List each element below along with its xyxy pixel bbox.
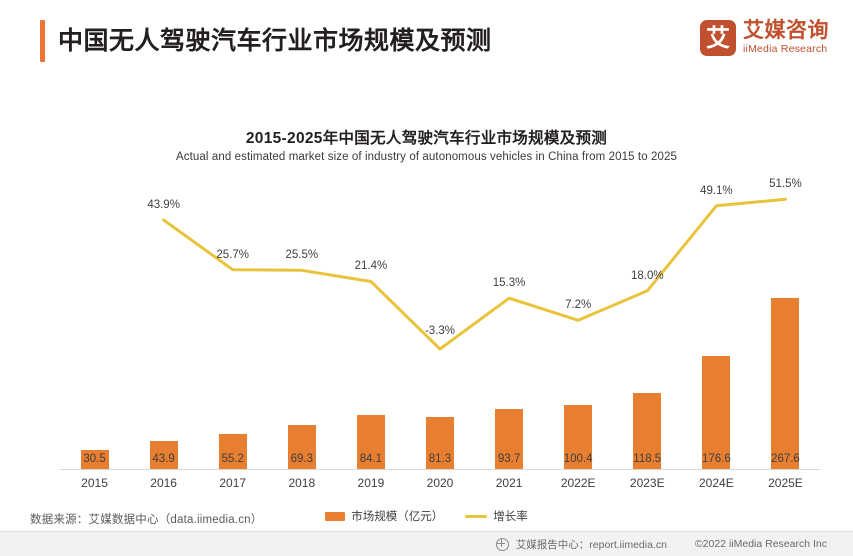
logo-name-en: iiMedia Research [743, 43, 828, 56]
bar[interactable] [633, 393, 662, 469]
growth-rate-polyline [162, 197, 787, 351]
x-axis-label: 2019 [357, 476, 385, 490]
growth-rate-label: 49.1% [700, 184, 733, 197]
bar[interactable] [356, 415, 385, 469]
x-axis-label: 2017 [219, 476, 247, 490]
x-axis-label: 2024E [699, 476, 734, 490]
legend-item-growth-rate[interactable]: 增长率 [465, 508, 528, 524]
growth-rate-label: 51.5% [769, 178, 802, 191]
growth-rate-label: -3.3% [424, 325, 456, 337]
bar-value-label: 81.3 [428, 453, 452, 465]
bar-value-label: 176.6 [701, 453, 731, 465]
x-axis-line [60, 469, 820, 470]
x-axis-label: 2025E [768, 476, 803, 490]
growth-rate-label: 18.0% [630, 269, 664, 282]
bar-column: 176.6 [682, 180, 751, 470]
footer-copyright: ©2022 iiMedia Research Inc [694, 538, 827, 550]
x-axis-label: 2021 [495, 476, 523, 490]
legend-item-market-size[interactable]: 市场规模（亿元） [325, 508, 443, 524]
x-axis-label: 2020 [426, 476, 454, 490]
bar-column: 100.4 [544, 180, 613, 470]
bar[interactable] [702, 356, 731, 469]
chart-legend: 市场规模（亿元） 增长率 [0, 508, 853, 524]
growth-rate-label: 25.7% [216, 248, 250, 261]
x-axis-label: 2023E [629, 476, 665, 490]
logo-name-cn: 艾媒咨询 [743, 19, 829, 42]
footer-bar: 艾媒报告中心：report.iimedia.cn ©2022 iiMedia R… [0, 531, 853, 556]
bar[interactable] [564, 404, 593, 469]
growth-rate-line [162, 197, 787, 351]
bar-column: 93.7 [475, 180, 544, 470]
logo-text: 艾媒咨询 iiMedia Research [743, 20, 829, 57]
bar-column: 43.9 [129, 180, 198, 470]
bar[interactable] [287, 424, 316, 469]
bar-column: 81.3 [405, 180, 474, 470]
bar-column: 30.5 [60, 180, 129, 470]
bar-value-label: 93.7 [497, 453, 521, 465]
x-axis-label: 2018 [288, 476, 316, 490]
bar-value-label: 118.5 [633, 453, 662, 465]
bar[interactable] [80, 449, 109, 469]
bar[interactable] [771, 298, 800, 469]
chart-plot-area: 30.5 43.9 55.2 69.3 84.1 81.3 93.7 100.4 118.5 17… [60, 178, 820, 470]
growth-rate-label: 21.4% [354, 260, 388, 273]
bar-value-label: 30.5 [83, 453, 106, 465]
bar-value-label: 84.1 [359, 453, 383, 465]
bar[interactable] [218, 433, 247, 469]
logo-mark-icon: 艾 [700, 20, 736, 57]
bar-value-label: 55.2 [221, 453, 244, 465]
legend-label-growth-rate: 增长率 [493, 511, 528, 523]
header-accent-bar [40, 20, 45, 62]
growth-rate-label: 43.9% [147, 199, 180, 211]
page-header: 中国无人驾驶汽车行业市场规模及预测 艾 艾媒咨询 iiMedia Researc… [0, 0, 853, 84]
bar[interactable] [149, 440, 178, 469]
bar-column: 69.3 [267, 180, 336, 470]
chart-title: 2015-2025年中国无人驾驶汽车行业市场规模及预测 [245, 130, 608, 147]
x-axis-label: 2015 [81, 476, 108, 490]
bar-value-label: 267.6 [771, 453, 800, 465]
chart-panel: 2015-2025年中国无人驾驶汽车行业市场规模及预测 Actual and e… [0, 84, 853, 523]
bar-value-label: 69.3 [290, 453, 313, 465]
bar-column: 267.6 [751, 180, 820, 470]
brand-logo: 艾 艾媒咨询 iiMedia Research [700, 20, 829, 57]
page-title: 中国无人驾驶汽车行业市场规模及预测 [58, 27, 492, 55]
x-axis-label: 2016 [150, 476, 177, 490]
legend-bar-swatch-icon [325, 511, 346, 521]
bar-column: 55.2 [198, 180, 267, 470]
bar-column: 84.1 [336, 180, 405, 470]
bar-value-label: 100.4 [563, 453, 593, 465]
footer-report-center[interactable]: 艾媒报告中心：report.iimedia.cn [515, 538, 667, 551]
growth-rate-label: 7.2% [565, 299, 592, 312]
legend-line-swatch-icon [465, 514, 488, 518]
legend-label-market-size: 市场规模（亿元） [351, 511, 444, 523]
data-source-note: 数据来源：艾媒数据中心（data.iimedia.cn） [30, 514, 263, 526]
x-axis-label: 2022E [560, 476, 596, 490]
bar[interactable] [425, 417, 454, 469]
footer-content: 艾媒报告中心：report.iimedia.cn ©2022 iiMedia R… [495, 532, 853, 556]
bar-column: 118.5 [613, 180, 682, 470]
globe-icon [495, 537, 509, 551]
bar[interactable] [495, 409, 524, 469]
growth-rate-label: 15.3% [492, 277, 526, 290]
growth-rate-label: 25.5% [285, 249, 319, 262]
chart-subtitle: Actual and estimated market size of indu… [176, 151, 677, 163]
bar-value-label: 43.9 [152, 453, 175, 465]
x-axis-labels: 2015 2016 2017 2018 2019 2020 2021 2022E 2023E 20… [60, 476, 820, 498]
